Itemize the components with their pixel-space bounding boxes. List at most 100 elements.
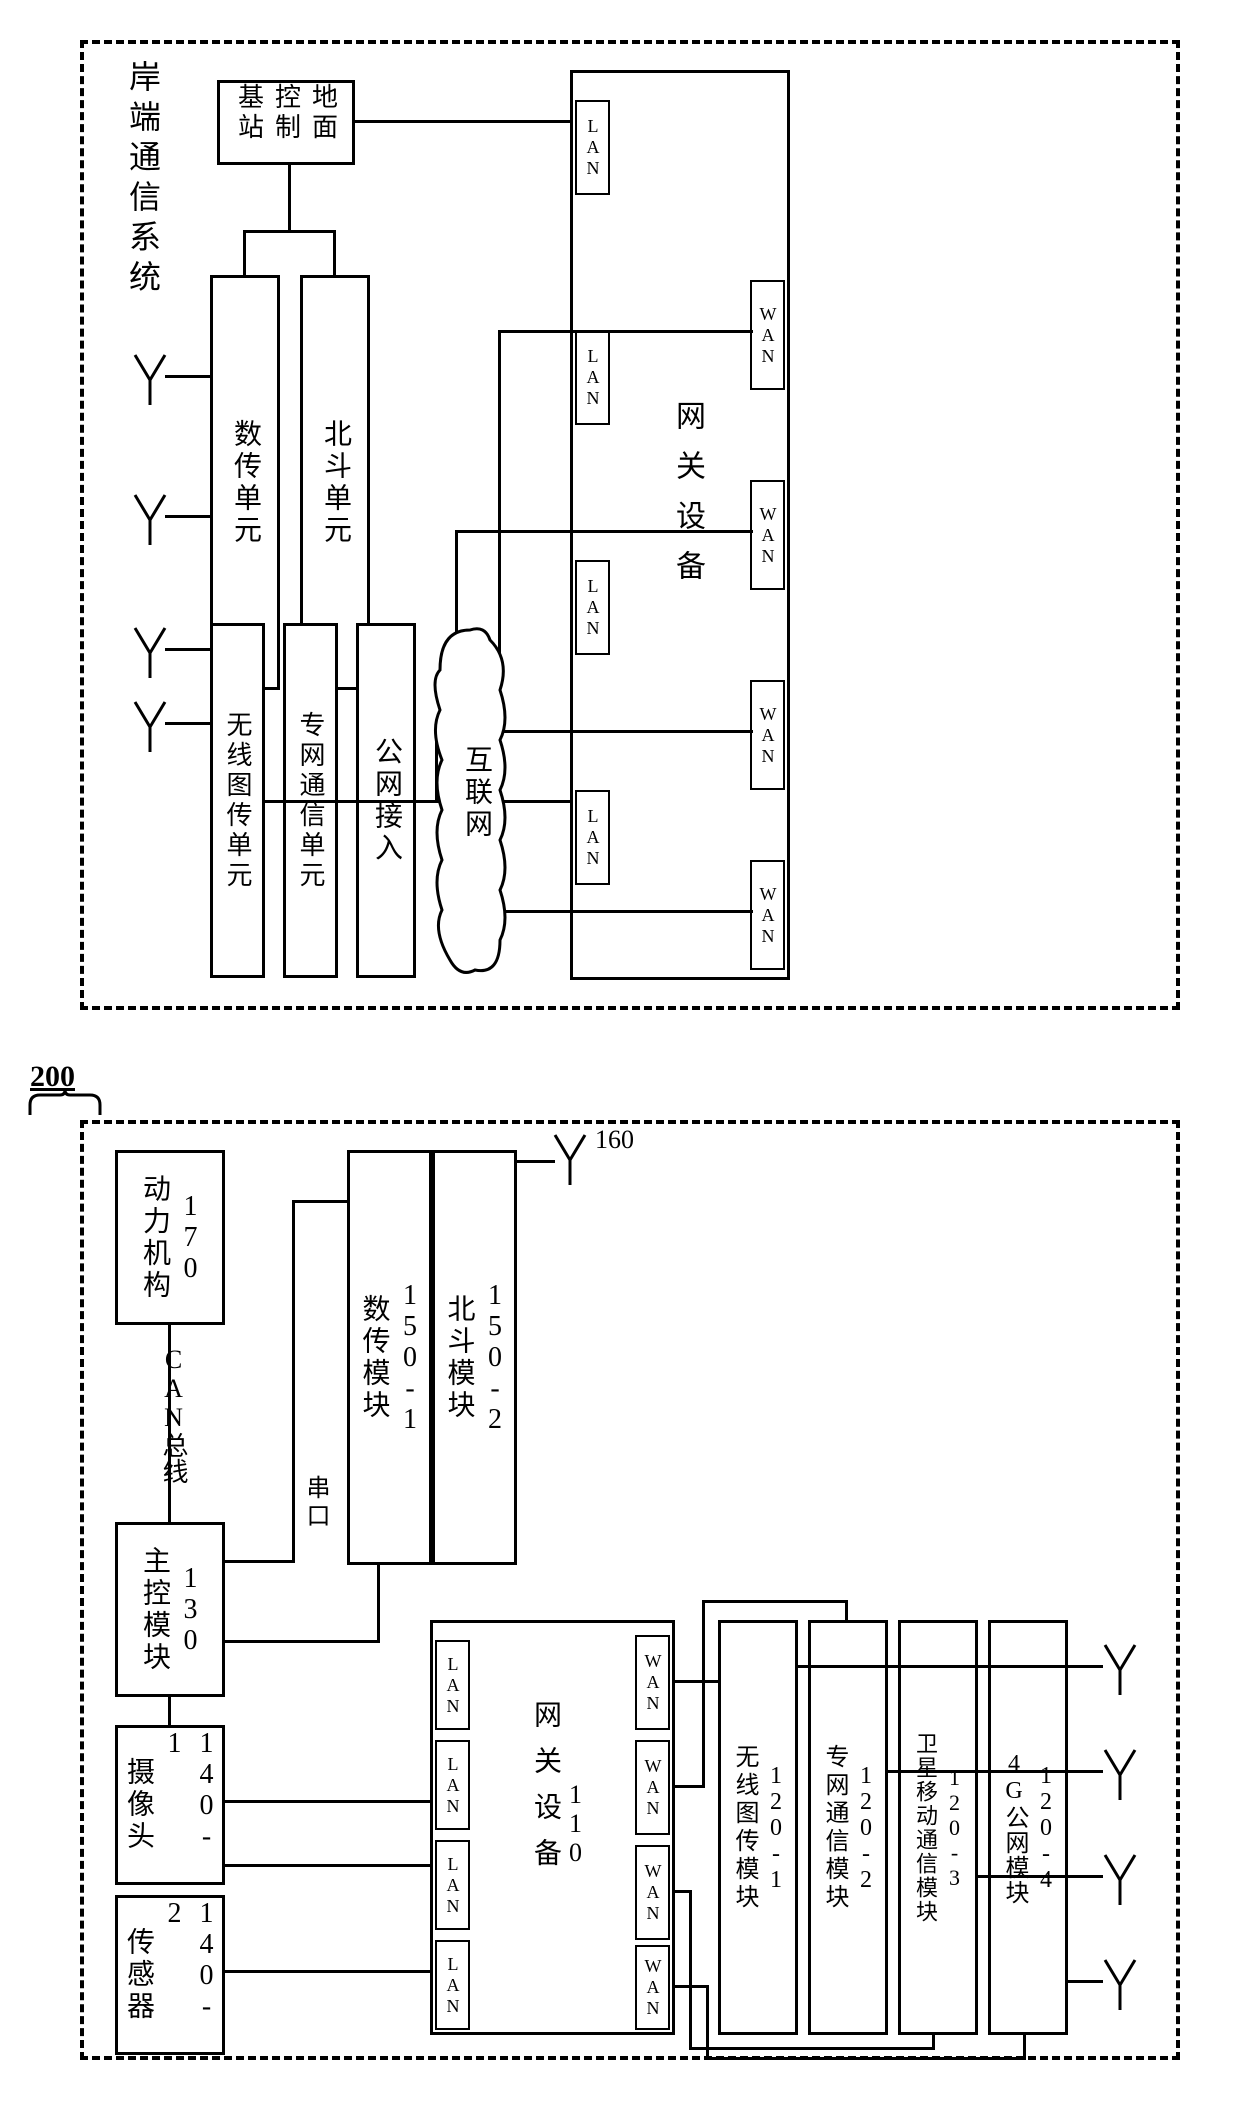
satellite-module-id: 120-3 — [941, 1765, 967, 1890]
satellite-module-box: 卫星移动通信模块 120-3 — [898, 1620, 978, 2035]
antenna-icon — [130, 350, 170, 405]
bottom-gateway-label: 网关设备 — [525, 1700, 565, 1884]
lan-label: LAN — [582, 806, 603, 869]
wireless-unit-label: 无线图传单元 — [219, 711, 256, 891]
wan-label: WAN — [642, 1861, 663, 1924]
private-module-box: 专网通信模块 120-2 — [808, 1620, 888, 2035]
data-unit-label: 数传单元 — [225, 419, 265, 547]
wan-label: WAN — [642, 1651, 663, 1714]
connector — [702, 1600, 705, 1788]
private-module-label: 专网通信模块 — [817, 1744, 852, 1912]
antenna-icon — [130, 623, 170, 678]
lan-port: LAN — [435, 1740, 470, 1830]
connector — [798, 1665, 1103, 1668]
satellite-module-label: 卫星移动通信模块 — [909, 1732, 941, 1924]
connector — [165, 648, 210, 651]
camera-label: 摄像头 — [118, 1757, 158, 1853]
connector — [455, 530, 753, 533]
lan-label: LAN — [442, 1754, 463, 1817]
sensor-id: 140-2 — [158, 1898, 222, 2052]
main-ctrl-label: 主控模块 — [134, 1546, 174, 1674]
main-ctrl-id: 130 — [174, 1563, 206, 1656]
connector — [168, 1325, 171, 1525]
antenna-icon — [130, 490, 170, 545]
connector — [675, 1680, 718, 1683]
connector — [689, 2047, 935, 2050]
lan-port: LAN — [575, 790, 610, 885]
serial-label: 串口 — [298, 1475, 333, 1531]
top-system-title: 岸端通信系统 — [120, 60, 166, 300]
fourg-module-label: 4G公网模块 — [997, 1751, 1032, 1905]
wan-port: WAN — [635, 1635, 670, 1730]
lan-port: LAN — [575, 100, 610, 195]
power-label: 动力机构 — [134, 1174, 174, 1302]
connector — [702, 1600, 848, 1603]
antenna-icon — [1100, 1640, 1140, 1695]
wan-label: WAN — [757, 304, 778, 367]
connector — [288, 165, 291, 233]
connector — [225, 1560, 295, 1563]
connector — [416, 800, 436, 803]
wan-port: WAN — [635, 1845, 670, 1940]
diagram-id-label: 200 — [30, 1060, 75, 1094]
sensor-label: 传感器 — [118, 1927, 158, 2023]
fourg-module-box: 4G公网模块 120-4 — [988, 1620, 1068, 2035]
wan-port: WAN — [750, 680, 785, 790]
connector — [225, 1970, 434, 1973]
connector — [706, 1985, 709, 2060]
power-box: 动力机构 170 — [115, 1150, 225, 1325]
ground-station-box: 地面控制基站 — [217, 80, 355, 165]
connector — [292, 1200, 295, 1563]
connector — [675, 1785, 705, 1788]
data-module-id: 150-1 — [394, 1280, 426, 1435]
antenna-icon — [1100, 1745, 1140, 1800]
lan-label: LAN — [582, 116, 603, 179]
lan-port: LAN — [435, 1840, 470, 1930]
connector — [225, 1800, 434, 1803]
lan-label: LAN — [442, 1954, 463, 2017]
sensor-box: 传感器 140-2 — [115, 1895, 225, 2055]
antenna-icon — [130, 697, 170, 752]
lan-label: LAN — [442, 1654, 463, 1717]
connector — [498, 330, 753, 333]
wireless-module-box: 无线图传模块 120-1 — [718, 1620, 798, 2035]
top-gateway-label: 网关设备 — [665, 400, 709, 600]
connector — [675, 1985, 709, 1988]
internet-label: 互联网 — [456, 745, 496, 841]
connector — [517, 1160, 555, 1163]
connector — [1023, 2035, 1026, 2060]
beidou-module-box: 北斗模块 150-2 — [432, 1150, 517, 1565]
wan-label: WAN — [757, 884, 778, 947]
lan-port: LAN — [575, 330, 610, 425]
beidou-unit-label: 北斗单元 — [315, 419, 355, 547]
connector — [706, 2057, 1026, 2060]
connector — [333, 230, 336, 275]
wan-label: WAN — [642, 1756, 663, 1819]
wireless-module-id: 120-1 — [762, 1763, 789, 1893]
connector — [888, 1770, 1103, 1773]
connector — [165, 375, 210, 378]
fourg-module-id: 120-4 — [1032, 1763, 1059, 1893]
lan-label: LAN — [442, 1854, 463, 1917]
connector — [505, 910, 753, 913]
wan-port: WAN — [635, 1740, 670, 1835]
connector — [165, 722, 210, 725]
data-module-box: 数传模块 150-1 — [347, 1150, 432, 1565]
diagram-bracket — [25, 1090, 105, 1120]
private-module-id: 120-2 — [852, 1763, 879, 1893]
camera-id: 140-1 — [158, 1728, 222, 1882]
beidou-module-id: 150-2 — [479, 1280, 511, 1435]
connector — [243, 230, 246, 275]
wan-label: WAN — [757, 704, 778, 767]
connector — [932, 2035, 935, 2050]
wan-label: WAN — [642, 1956, 663, 2019]
lan-label: LAN — [582, 346, 603, 409]
data-module-label: 数传模块 — [354, 1294, 394, 1422]
beidou-module-label: 北斗模块 — [439, 1294, 479, 1422]
connector — [978, 1875, 1103, 1878]
ground-station-label: 地面控制基站 — [231, 83, 342, 162]
wireless-unit-box: 无线图传单元 — [210, 623, 265, 978]
antenna-id-label: 160 — [595, 1125, 634, 1155]
lan-label: LAN — [582, 576, 603, 639]
connector — [845, 1600, 848, 1620]
